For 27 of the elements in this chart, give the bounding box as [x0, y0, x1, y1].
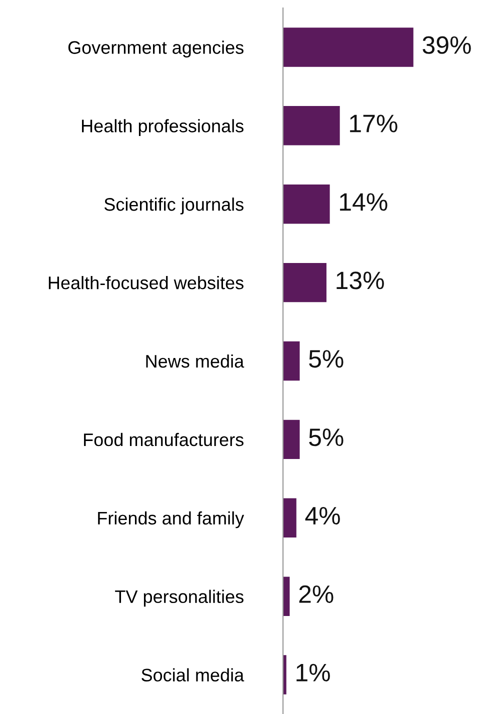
- y-tick-label: Friends and family: [98, 511, 244, 528]
- data-label: 4%: [305, 507, 340, 524]
- bar: [283, 28, 414, 67]
- data-label: 39%: [422, 36, 471, 54]
- y-tick-label: Scientific journals: [104, 198, 244, 214]
- data-label: 2%: [299, 585, 334, 603]
- data-label: 14%: [340, 193, 388, 211]
- data-label: 13%: [336, 272, 384, 290]
- data-label: 17%: [350, 114, 398, 132]
- y-tick-label: Government agencies: [68, 40, 244, 58]
- bar: [283, 576, 290, 616]
- bar: [283, 341, 300, 381]
- bar: [283, 184, 330, 224]
- bar: [283, 262, 326, 302]
- y-tick-label: Food manufacturers: [84, 432, 244, 446]
- bar: [283, 655, 286, 694]
- data-label: 1%: [296, 664, 330, 682]
- bar: [283, 106, 340, 146]
- bar: [283, 420, 300, 460]
- bar: [283, 498, 296, 538]
- y-tick-label: Social media: [142, 668, 244, 682]
- data-label: 5%: [309, 350, 344, 368]
- y-tick-label: Health professionals: [82, 119, 244, 136]
- y-tick-label: News media: [146, 354, 244, 368]
- y-tick-label: TV personalities: [115, 590, 244, 607]
- y-tick-label: Health-focused websites: [48, 276, 244, 290]
- data-label: 5%: [309, 428, 344, 446]
